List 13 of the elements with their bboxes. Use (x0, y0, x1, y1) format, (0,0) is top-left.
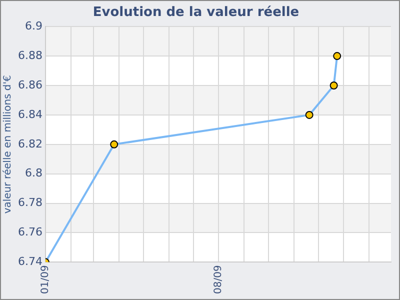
y-tick-label: 6.9 (24, 19, 42, 32)
y-tick-label: 6.84 (18, 108, 42, 121)
y-tick-label: 6.8 (24, 166, 42, 180)
y-tick-label: 6.76 (18, 226, 42, 239)
y-tick-label: 6.88 (18, 48, 42, 62)
y-tick-label: 6.74 (18, 255, 42, 268)
chart-title: Evolution de la valeur réelle (92, 5, 300, 20)
y-tick-label: 6.82 (18, 137, 42, 150)
y-tick-label: 6.78 (18, 196, 42, 210)
x-tick-label: 08/09 (213, 265, 224, 294)
x-tick-label: 01/09 (40, 265, 52, 294)
y-axis-title: valeur réelle en millions d'€ (2, 75, 14, 214)
y-tick-label: 6.86 (18, 78, 42, 92)
